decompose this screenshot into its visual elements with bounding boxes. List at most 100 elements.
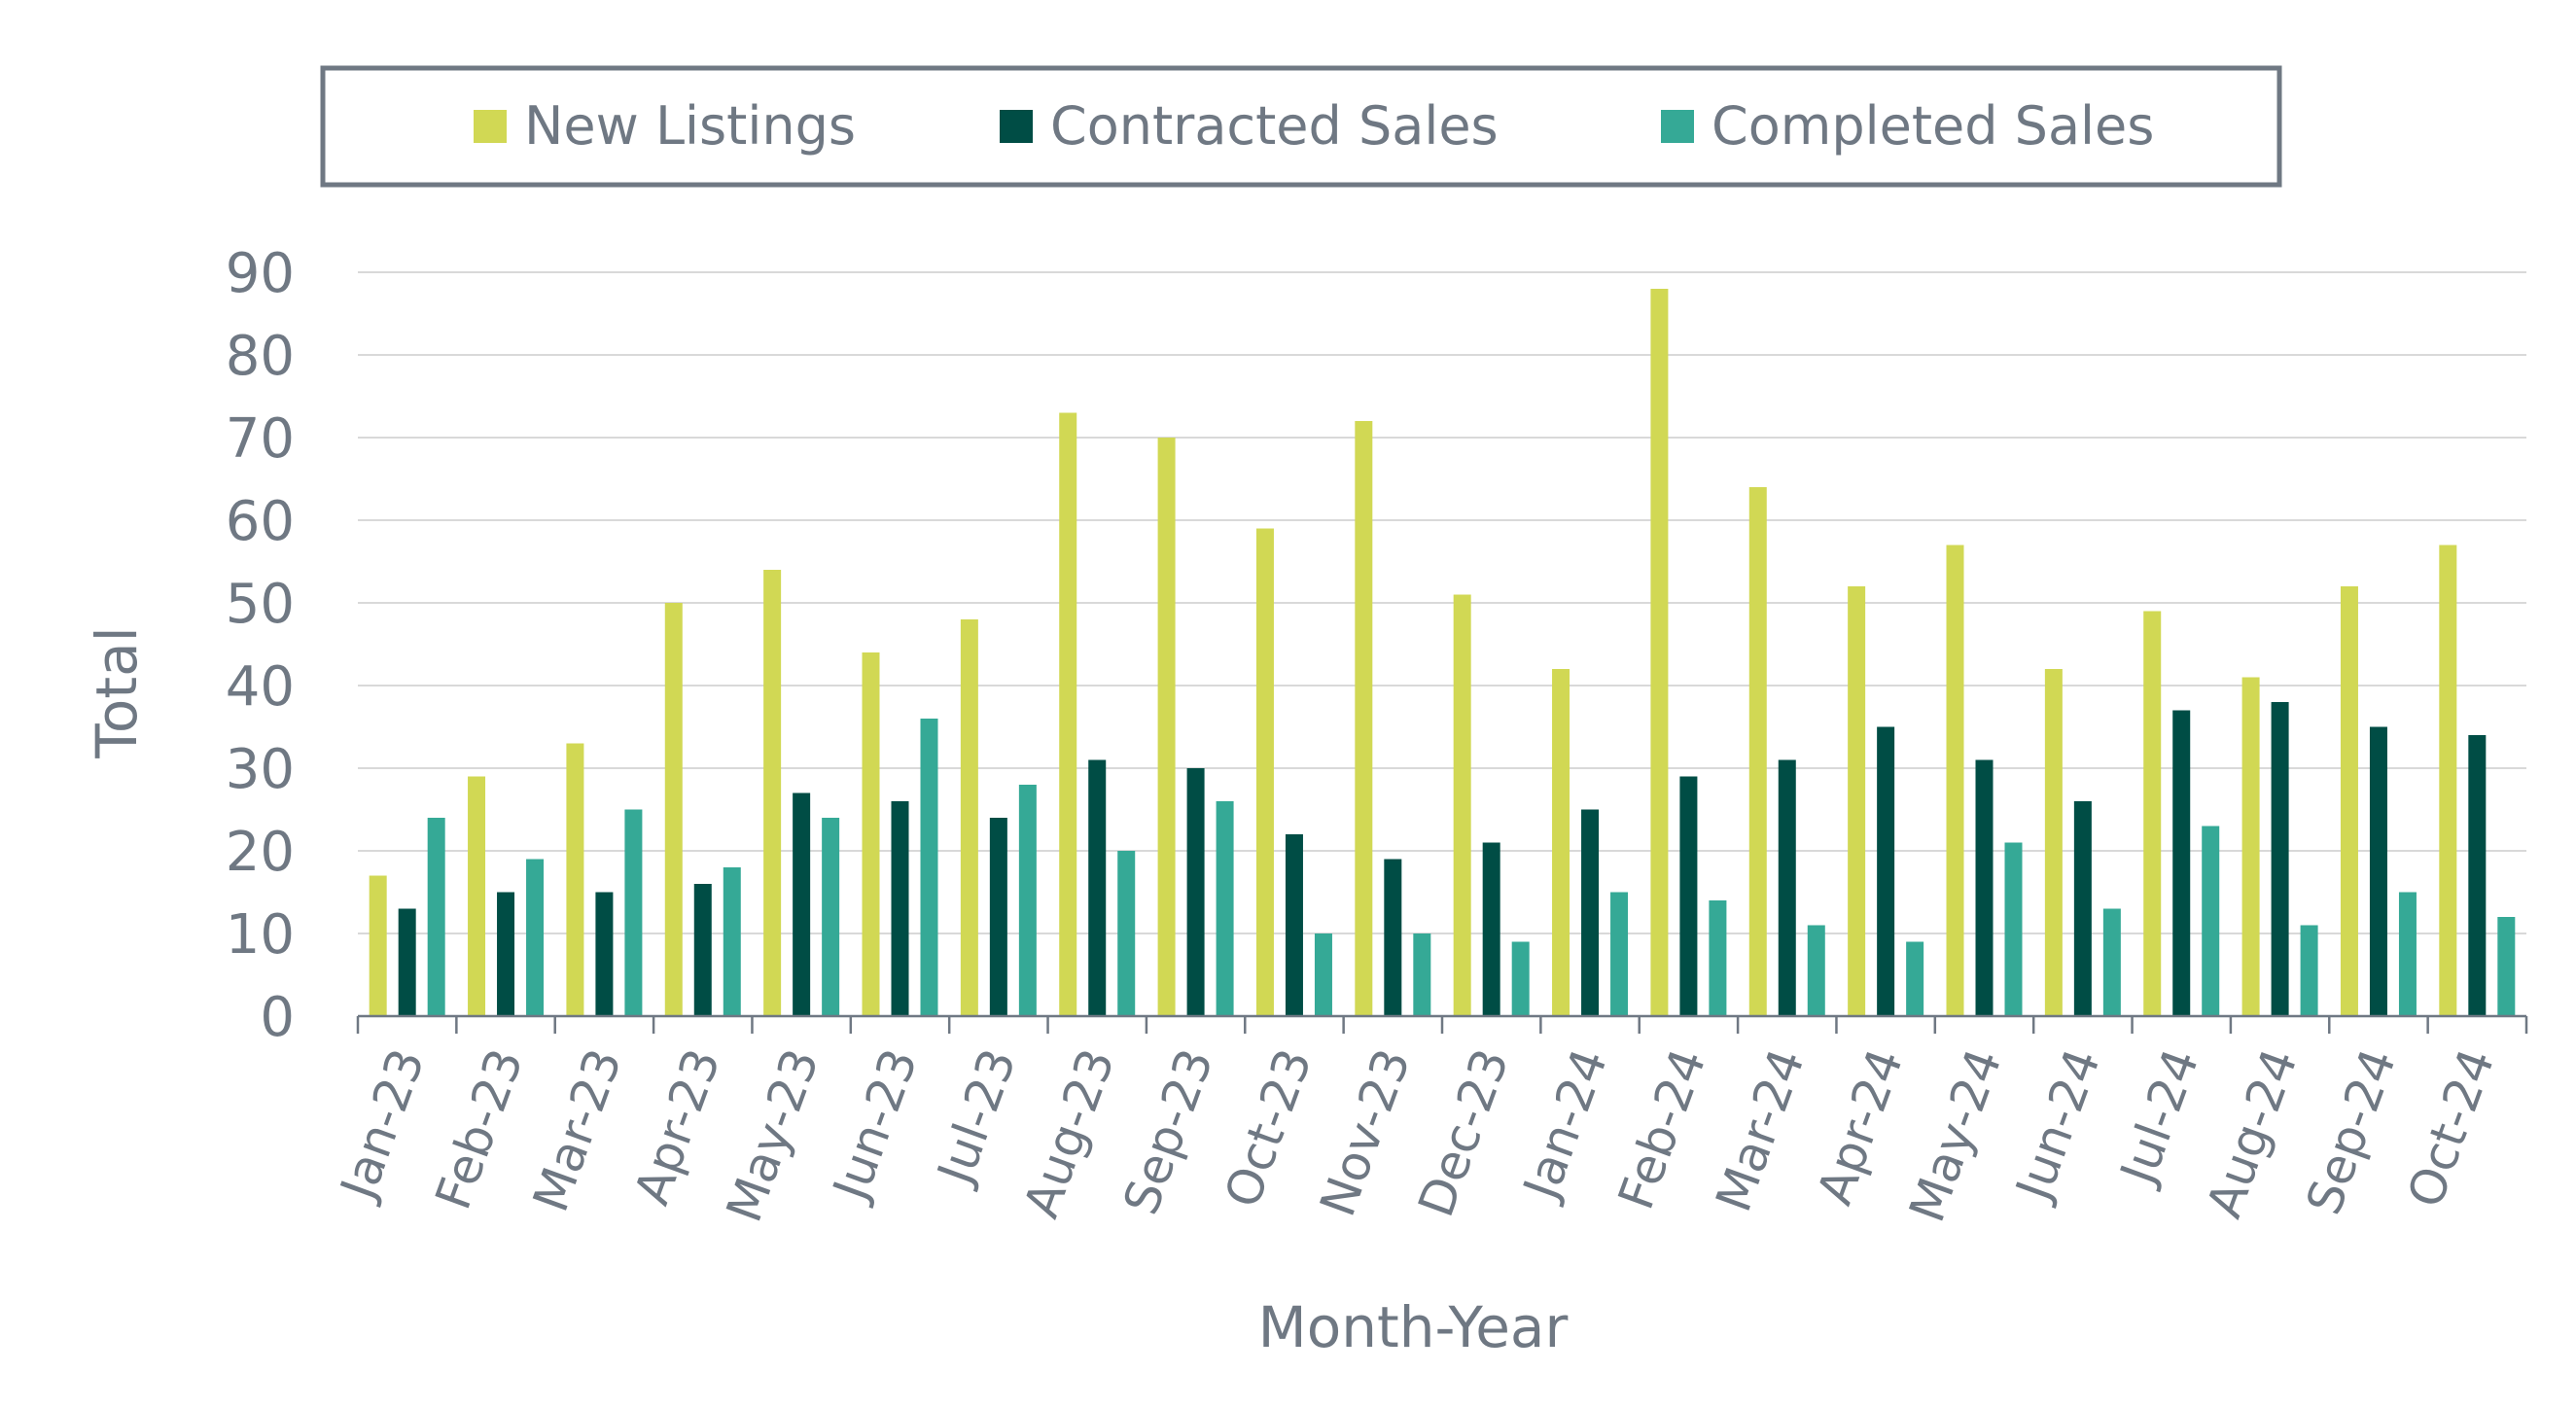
bar-completed-sales	[1216, 801, 1234, 1016]
bar-contracted-sales	[1679, 776, 1698, 1016]
bar-new-listings	[1650, 289, 1669, 1016]
bar-contracted-sales	[1186, 768, 1205, 1016]
x-tick-label: Jun-23	[822, 1041, 929, 1210]
y-tick-labels: 0 10 20 30 40 50 60 70 80 90	[226, 242, 295, 1049]
y-axis-title: Total	[84, 626, 150, 758]
legend-swatch	[1661, 110, 1694, 143]
x-tick-label: Nov-23	[1309, 1041, 1421, 1223]
bar-new-listings	[2143, 611, 2162, 1016]
bar-new-listings	[1255, 528, 1274, 1016]
bar-contracted-sales	[693, 884, 712, 1016]
x-tick-label: Feb-23	[425, 1041, 535, 1216]
bar-new-listings	[1748, 487, 1767, 1016]
bar-completed-sales	[1314, 933, 1332, 1016]
bar-new-listings	[1552, 669, 1570, 1016]
y-tick-label: 20	[226, 821, 295, 884]
bar-new-listings	[2439, 545, 2457, 1016]
bar-completed-sales	[1117, 851, 1136, 1016]
bar-completed-sales	[1610, 892, 1629, 1016]
y-tick-label: 50	[226, 573, 295, 636]
bar-new-listings	[763, 570, 782, 1016]
bar-completed-sales	[2398, 892, 2417, 1016]
bar-new-listings	[862, 652, 880, 1016]
gridlines	[358, 271, 2526, 934]
x-tick-label: Mar-24	[1705, 1041, 1816, 1218]
y-tick-label: 0	[260, 986, 295, 1049]
bar-contracted-sales	[2172, 710, 2191, 1016]
bar-completed-sales	[920, 719, 938, 1016]
bar-contracted-sales	[1088, 759, 1107, 1016]
bar-new-listings	[1355, 421, 1373, 1016]
bars	[369, 289, 2516, 1016]
bar-completed-sales	[723, 867, 741, 1016]
bar-contracted-sales	[497, 892, 515, 1016]
x-tick-label: Jul-23	[926, 1041, 1027, 1193]
bar-new-listings	[960, 619, 978, 1016]
bar-contracted-sales	[1482, 842, 1500, 1016]
bar-completed-sales	[2300, 925, 2318, 1016]
x-tick-label: Apr-24	[1806, 1041, 1914, 1212]
bar-completed-sales	[1709, 900, 1727, 1016]
bar-completed-sales	[427, 818, 445, 1016]
bar-completed-sales	[1906, 941, 1924, 1016]
bar-contracted-sales	[1877, 726, 1895, 1016]
legend-box	[320, 65, 2282, 188]
bar-completed-sales	[1511, 941, 1530, 1016]
bar-new-listings	[1453, 594, 1471, 1016]
bar-contracted-sales	[398, 908, 416, 1016]
x-tick-label: Jun-24	[2004, 1041, 2111, 1210]
x-tick-label: Jan-23	[329, 1041, 436, 1209]
legend-label: Contracted Sales	[1050, 95, 1499, 157]
bar-contracted-sales	[1975, 759, 1994, 1016]
bar-contracted-sales	[1285, 834, 1303, 1016]
legend-swatch	[474, 110, 507, 143]
bar-completed-sales	[2497, 917, 2516, 1016]
bar-new-listings	[468, 776, 486, 1016]
legend-label: New Listings	[524, 95, 856, 157]
bar-new-listings	[1946, 545, 1964, 1016]
x-tick-label: Feb-24	[1607, 1041, 1717, 1216]
bar-contracted-sales	[989, 818, 1007, 1016]
bar-contracted-sales	[793, 792, 811, 1016]
bar-completed-sales	[624, 809, 643, 1016]
axes	[356, 1014, 2528, 1034]
bar-contracted-sales	[2271, 702, 2289, 1016]
x-tick-label: Sep-24	[2296, 1041, 2408, 1221]
x-tick-label: Oct-23	[1214, 1041, 1323, 1214]
bar-contracted-sales	[2369, 726, 2387, 1016]
bar-completed-sales	[1413, 933, 1431, 1016]
bar-new-listings	[2241, 677, 2260, 1016]
y-tick-label: 90	[226, 242, 295, 305]
legend-swatch	[1000, 110, 1033, 143]
x-tick-labels: Jan-23Feb-23Mar-23Apr-23May-23Jun-23Jul-…	[329, 1041, 2505, 1229]
bar-contracted-sales	[595, 892, 614, 1016]
legend: New Listings Contracted Sales Completed Sa…	[320, 65, 2282, 188]
bar-new-listings	[566, 743, 584, 1016]
bar-new-listings	[1059, 412, 1077, 1016]
x-tick-label: Apr-23	[623, 1041, 731, 1212]
y-tick-label: 80	[226, 325, 295, 388]
bar-completed-sales	[2102, 908, 2121, 1016]
bar-new-listings	[1157, 438, 1176, 1016]
legend-label: Completed Sales	[1711, 95, 2154, 157]
bar-completed-sales	[1018, 785, 1037, 1016]
bar-contracted-sales	[1384, 859, 1402, 1016]
bar-completed-sales	[526, 859, 545, 1016]
x-tick-label: May-24	[1898, 1041, 2012, 1229]
x-tick-label: Aug-23	[1013, 1041, 1126, 1224]
x-tick-label: Jan-24	[1511, 1041, 1618, 1209]
y-tick-label: 60	[226, 490, 295, 553]
bar-contracted-sales	[2468, 735, 2487, 1016]
x-tick-label: Oct-24	[2397, 1041, 2506, 1214]
x-tick-label: Dec-23	[1407, 1041, 1520, 1223]
y-tick-label: 40	[226, 655, 295, 719]
x-tick-label: Mar-23	[522, 1041, 633, 1218]
y-tick-label: 30	[226, 738, 295, 801]
bar-new-listings	[1848, 586, 1866, 1016]
bar-new-listings	[369, 875, 387, 1016]
x-axis-title: Month-Year	[1258, 1294, 1569, 1360]
bar-new-listings	[2340, 586, 2358, 1016]
bar-contracted-sales	[2073, 801, 2092, 1016]
y-tick-label: 70	[226, 407, 295, 471]
